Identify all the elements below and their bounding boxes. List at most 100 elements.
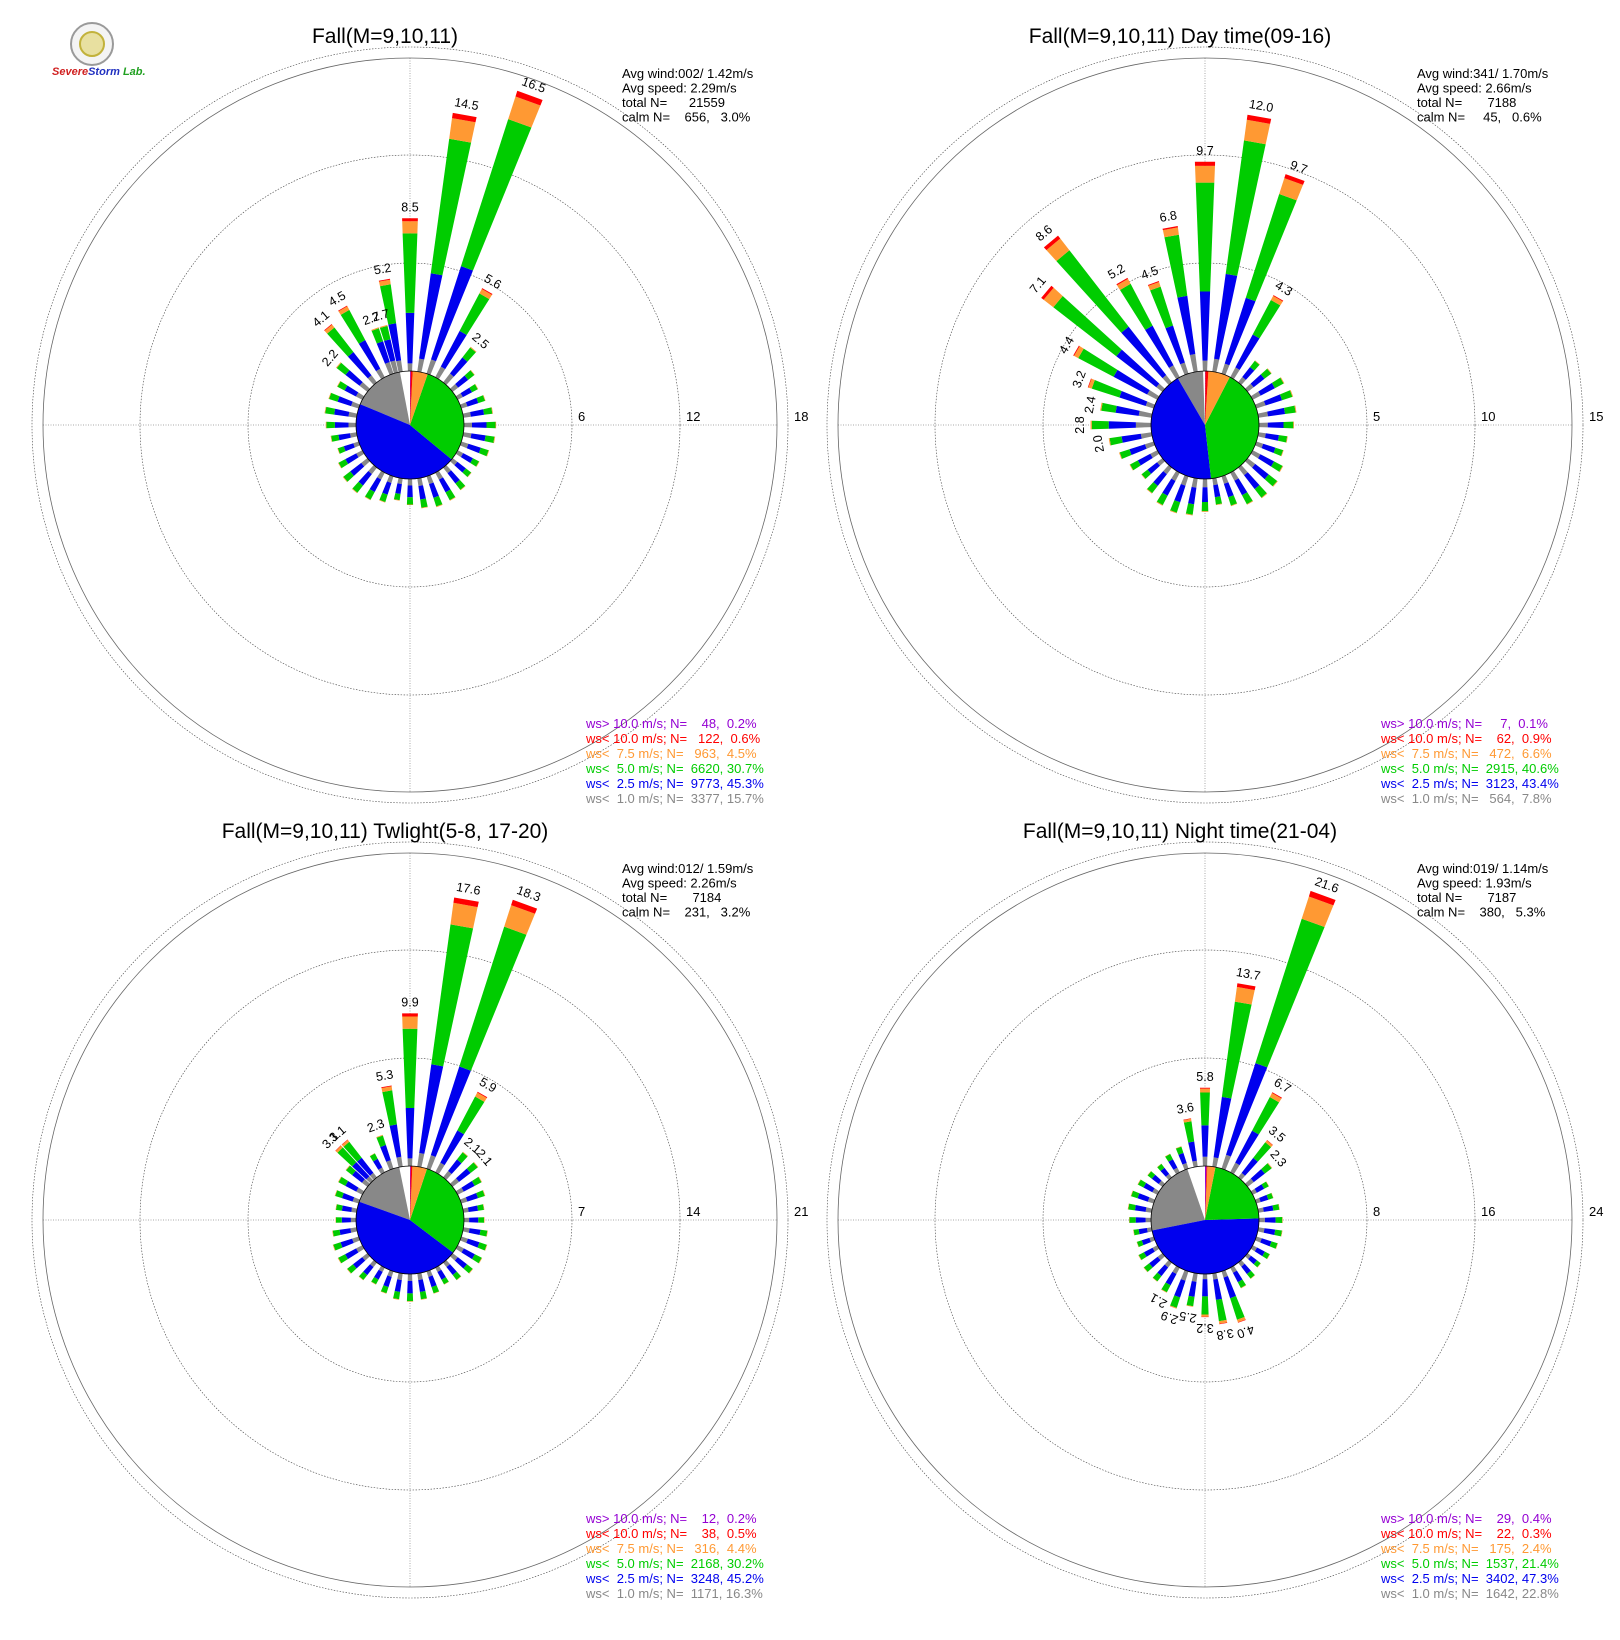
severe-storm-lab-logo: SevereStorm Lab. (52, 22, 146, 84)
rose-bar-segment (1252, 300, 1281, 339)
rose-bar-segment (1275, 1217, 1283, 1223)
windrose-panel-2: 5 10 159.712.09.74.36.84.55.28.67.14.43.22… (826, 25, 1603, 806)
windrose-panel-3: 7 14 219.917.6 18.35.92.12.15.32.33.13.1Fal… (31, 820, 808, 1601)
rose-bar-segment (1238, 376, 1246, 385)
rose-bar-segment (459, 926, 527, 1071)
rose-bar-segment (479, 1229, 488, 1237)
rose-bar-segment (343, 1141, 362, 1162)
legend-item: ws< 10.0 m/s; N= 22, 0.3% (1380, 1526, 1552, 1541)
rose-bar-segment (1201, 502, 1209, 512)
rose-bar-segment (430, 138, 472, 276)
rose-bar-segment (1221, 475, 1229, 484)
rose-bar-segment (1186, 1305, 1194, 1307)
rose-bar-segment (470, 458, 480, 467)
rose-bar-segment (1301, 896, 1334, 927)
rose-bar-segment (351, 401, 360, 409)
rose-bar-segment (1160, 1167, 1170, 1177)
rose-bar-segment (1255, 1197, 1261, 1204)
rose-bar-segment (394, 1279, 402, 1292)
bar-value-label: 6.8 (1158, 208, 1178, 225)
rose-bar-segment (335, 1204, 337, 1210)
rose-bar-segment (1275, 1243, 1278, 1249)
rose-bar-segment (445, 489, 456, 501)
legend-item: ws< 5.0 m/s; N= 2168, 30.2% (585, 1556, 764, 1571)
rose-bar-segment (1146, 1227, 1153, 1233)
stats-line: calm N= 231, 3.2% (622, 905, 751, 920)
rose-bar-segment (1043, 235, 1061, 251)
rose-bar-segment (455, 1187, 464, 1195)
rose-bar-segment (1109, 436, 1123, 446)
rose-bar-segment (1273, 447, 1284, 456)
rose-bar-segment (329, 392, 340, 402)
rose-bar-segment (341, 1139, 350, 1147)
rose-bar-segment (1169, 1305, 1177, 1309)
rose-bar-segment (431, 1285, 440, 1294)
rose-bar-segment (402, 1013, 418, 1017)
bar-value-label: 9.7 (1288, 158, 1309, 177)
rose-bar-segment (324, 406, 327, 414)
rose-bar-segment (1267, 407, 1286, 417)
rose-bar-segment (350, 1217, 356, 1223)
rose-bar-segment (1162, 227, 1179, 238)
rose-bar-segment (478, 1176, 482, 1183)
rose-bar-segment (338, 1176, 342, 1183)
legend-item: ws< 10.0 m/s; N= 122, 0.6% (585, 731, 761, 746)
rose-bar-segment (346, 1268, 352, 1274)
rose-bar-segment (467, 1205, 479, 1212)
rose-bar-segment (1182, 1163, 1189, 1170)
rose-bar-segment (407, 485, 413, 498)
rose-bar-segment (479, 289, 492, 300)
rose-bar-segment (1280, 390, 1293, 401)
rose-bar-segment (1265, 433, 1279, 441)
rose-bar-segment (474, 383, 479, 390)
rose-bar-segment (350, 432, 358, 438)
bar-value-label: 4.4 (1056, 334, 1077, 356)
rose-bar-segment (1143, 1247, 1155, 1257)
pie-outline (355, 370, 465, 480)
rose-bar-segment (1240, 1285, 1247, 1289)
rose-bar-segment (435, 470, 443, 480)
stats-line: Avg wind:012/ 1.59m/s (622, 861, 754, 876)
rose-bar-segment (1261, 1163, 1272, 1174)
pie-outline (1150, 370, 1260, 480)
rose-bar-segment (1223, 1276, 1236, 1299)
rose-bar-segment (1141, 1237, 1151, 1246)
rose-bar-segment (1152, 1188, 1160, 1195)
lab-wordmark: SevereStorm Lab. (52, 66, 146, 78)
rose-bar-segment (1246, 1270, 1255, 1279)
rose-bar-segment (1161, 1282, 1171, 1293)
rose-bar-segment (1152, 1277, 1158, 1282)
legend-item: ws< 1.0 m/s; N= 1171, 16.3% (585, 1586, 763, 1601)
rose-bar-segment (363, 1264, 374, 1276)
rose-bar-segment (337, 396, 353, 407)
rose-bar-segment (473, 1162, 479, 1168)
rose-bar-segment (1274, 1229, 1282, 1237)
rose-bar-segment (1245, 1178, 1254, 1187)
rose-bar-segment (1246, 114, 1272, 124)
rose-bar-segment (1146, 488, 1153, 494)
rose-bar-segment (1271, 377, 1284, 389)
rose-bar-segment (1115, 405, 1140, 416)
pie-slice (1205, 371, 1209, 425)
bar-value-label: 2.3 (365, 1116, 386, 1135)
rose-bar-segment (376, 341, 390, 364)
rose-bar-segment (1262, 1251, 1270, 1259)
rose-bar-segment (407, 1158, 413, 1166)
rose-bar-segment (1255, 401, 1266, 409)
rose-bar-segment (455, 393, 463, 400)
rose-bar-segment (1165, 1153, 1171, 1157)
rose-bar-segment (1212, 1157, 1219, 1168)
legend-item: ws> 10.0 m/s; N= 29, 0.4% (1380, 1511, 1552, 1526)
rose-bar-segment (417, 1272, 423, 1281)
rose-bar-segment (1241, 1157, 1258, 1176)
rose-bar-segment (1212, 477, 1218, 486)
rose-bar-segment (324, 324, 333, 331)
rose-bar-segment (1272, 481, 1278, 487)
rose-bar-segment (1153, 471, 1167, 486)
rose-bar-segment (405, 312, 415, 364)
stats-line: calm N= 656, 3.0% (622, 110, 751, 125)
rose-bar-segment (338, 459, 349, 469)
rose-bar-segment (450, 458, 458, 466)
rose-bar-segment (457, 1096, 485, 1135)
rose-bar-segment (1232, 1270, 1243, 1283)
